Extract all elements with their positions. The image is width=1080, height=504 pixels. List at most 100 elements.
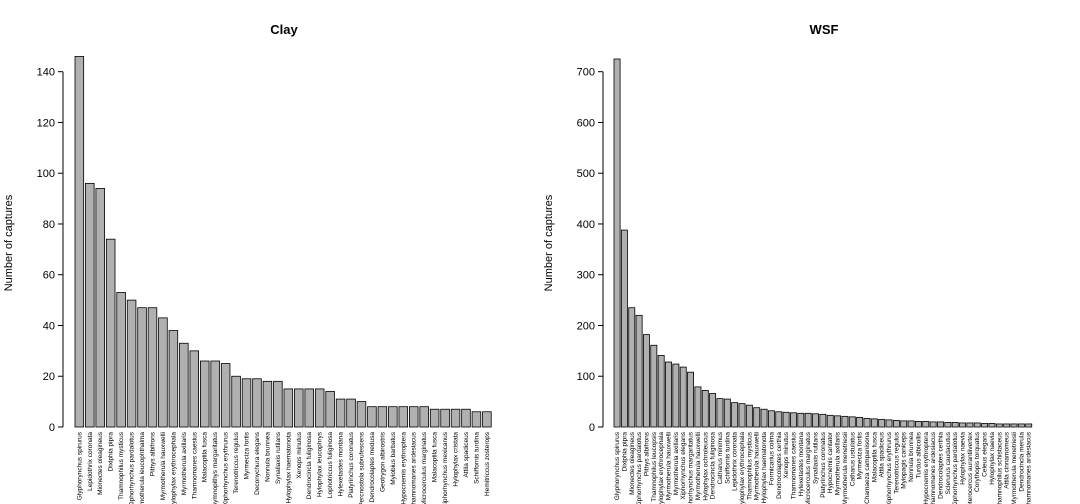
bar-wsf-49 — [973, 422, 981, 428]
bar-clay-33 — [419, 406, 429, 428]
x-tick-label: Synallaxis rutilans — [275, 431, 282, 484]
bar-wsf-19 — [753, 407, 761, 428]
bar-wsf-18 — [745, 404, 753, 428]
y-tick-label: 140 — [37, 67, 55, 79]
x-tick-label: Hypocnemis erythroptera — [400, 432, 407, 504]
bar-wsf-13 — [709, 393, 717, 428]
x-tick-label: Heterocercus aurantiivertex — [967, 431, 974, 504]
bar-wsf-21 — [767, 410, 775, 428]
bar-wsf-4 — [643, 334, 650, 428]
bar-wsf-56 — [1025, 423, 1033, 428]
x-tick-label: Hylophylax ochroleucus — [702, 431, 709, 500]
y-tick-label: 0 — [49, 422, 55, 434]
x-tick-label: Thamnophilus schistaceus — [996, 431, 1003, 504]
x-tick-label: Myrmotherula axillaris — [181, 431, 188, 495]
bar-wsf-52 — [995, 423, 1003, 428]
bar-clay-0 — [74, 56, 85, 428]
x-tick-label: Dendrocincla merula — [1018, 432, 1025, 492]
x-tick-label: Thamnomanes ardesiacus — [930, 431, 937, 504]
x-tick-label: Xiphorhynchus margaritatus — [688, 431, 695, 504]
x-tick-label: Dendrocincla fuliginosa — [306, 432, 313, 500]
x-tick-label: Malacoptila fusca — [432, 432, 439, 483]
x-tick-label: Thamnomanes caesius — [191, 431, 198, 499]
bar-clay-17 — [252, 378, 262, 428]
bar-wsf-34 — [863, 417, 871, 428]
x-tick-label: Thamnomanes ardesiacus — [1026, 431, 1033, 504]
bar-wsf-23 — [782, 411, 790, 428]
x-tick-label: Hylophylax leucophrys — [317, 431, 324, 497]
x-tick-label: Myiobius barbatus — [390, 431, 397, 484]
x-tick-label: Malacoptila fusca — [202, 432, 209, 483]
bar-clay-2 — [95, 188, 105, 428]
bar-clay-31 — [398, 406, 409, 428]
bar-wsf-44 — [937, 421, 944, 428]
y-tick-label: 100 — [577, 371, 595, 383]
y-tick-label: 40 — [43, 320, 55, 332]
bar-clay-24 — [325, 391, 335, 428]
bar-wsf-45 — [944, 422, 952, 428]
x-tick-label: Sclerurus caudacutus — [945, 431, 952, 494]
bar-clay-7 — [147, 307, 158, 428]
bar-clay-15 — [231, 375, 241, 428]
bar-wsf-24 — [790, 412, 797, 428]
y-tick-label: 100 — [37, 168, 55, 180]
y-tick-label: 300 — [577, 270, 595, 282]
bar-wsf-8 — [672, 363, 680, 428]
x-tick-label: Xenops minutus — [296, 431, 303, 478]
bar-wsf-32 — [848, 416, 856, 428]
x-tick-label: Formicarius colma — [768, 432, 775, 485]
bar-clay-28 — [367, 406, 377, 428]
x-tick-label: Thamnomanes ardesiacus — [411, 431, 418, 504]
bar-wsf-33 — [856, 416, 864, 428]
bar-clay-32 — [408, 406, 419, 428]
x-tick-label: Xiphorhynchus elegans — [680, 431, 687, 499]
bar-clay-6 — [137, 307, 147, 428]
y-tick-label: 80 — [43, 219, 55, 231]
bar-clay-14 — [220, 363, 231, 428]
bar-wsf-40 — [907, 420, 915, 428]
bar-clay-12 — [199, 360, 210, 428]
x-tick-label: Attila spadiceus — [879, 431, 886, 477]
bar-wsf-12 — [701, 390, 709, 428]
bar-clay-13 — [210, 360, 220, 428]
x-tick-label: Hylexetastes montana — [798, 432, 805, 497]
x-tick-label: Nonnula brunnea — [908, 432, 915, 482]
x-tick-label: Hylophylax cristata — [453, 432, 460, 487]
x-tick-label: Pithys albifrons — [149, 431, 156, 476]
x-tick-label: Dendrocolaptes certhia — [937, 432, 944, 499]
bar-wsf-6 — [657, 355, 665, 428]
x-tick-label: Turdus albicollis — [915, 431, 922, 478]
bar-wsf-54 — [1010, 423, 1018, 428]
x-tick-label: Xenops minutus — [783, 431, 790, 478]
x-tick-label: Catharus minimus — [717, 431, 724, 484]
bar-clay-1 — [85, 182, 95, 428]
x-tick-label: Myrmotherula menetriesii — [1011, 432, 1018, 504]
x-tick-label: Myrmotherula hauxwelli — [754, 432, 761, 500]
y-tick-label: 200 — [577, 320, 595, 332]
bar-clay-22 — [304, 388, 314, 428]
bar-wsf-47 — [959, 422, 966, 428]
x-tick-label: Geotrygon albirostris — [379, 431, 386, 492]
bar-wsf-27 — [812, 413, 819, 428]
x-tick-label: Terenotriccus regulus — [893, 431, 900, 494]
x-tick-label: Lepidothrix coronata — [87, 432, 94, 491]
bar-clay-36 — [450, 408, 461, 428]
x-tick-label: Mionectes oleagineus — [97, 431, 104, 495]
x-tick-label: Myrmotherula leucophthalma — [139, 432, 146, 504]
bar-wsf-55 — [1017, 423, 1025, 428]
x-tick-label: Thamnophilus leucopsis — [651, 431, 658, 501]
bar-wsf-48 — [966, 422, 974, 428]
x-tick-label: Celeus elegans — [982, 431, 989, 477]
x-tick-label: Myiopagis caniceps — [901, 431, 908, 488]
x-tick-label: Hylophylax naevia — [989, 432, 996, 485]
bar-wsf-38 — [892, 419, 900, 428]
bar-clay-9 — [168, 330, 179, 428]
x-tick-label: Nonnula brunnea — [264, 432, 271, 482]
bar-clay-18 — [262, 380, 273, 428]
bar-clay-8 — [158, 317, 168, 428]
x-tick-label: Hylophylax haematonota — [285, 432, 292, 504]
bar-clay-5 — [126, 299, 137, 428]
x-tick-label: Xiphorhynchus erythrurus — [886, 431, 893, 504]
bar-wsf-35 — [870, 418, 878, 428]
x-tick-label: Hylophylax erythrocephala — [170, 432, 177, 504]
